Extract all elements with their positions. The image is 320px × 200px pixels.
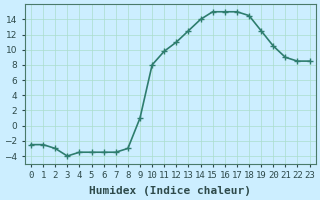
X-axis label: Humidex (Indice chaleur): Humidex (Indice chaleur) [89, 186, 251, 196]
